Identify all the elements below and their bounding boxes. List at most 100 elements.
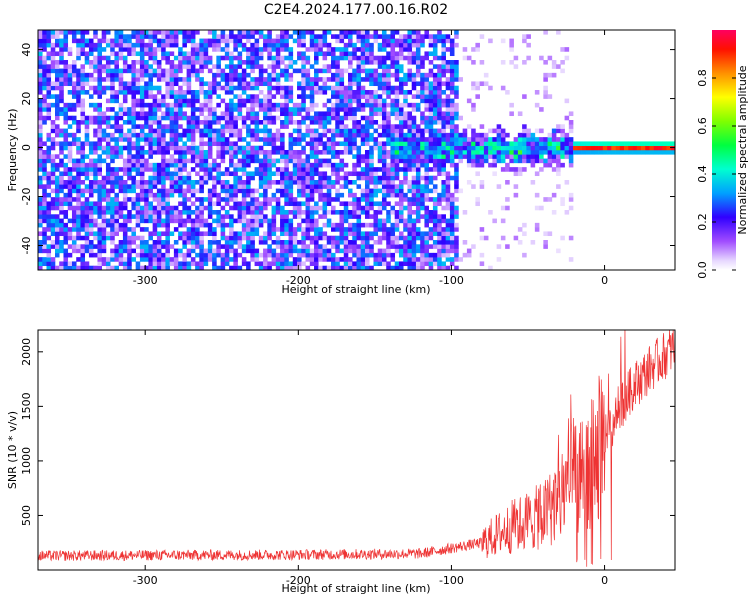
spectrogram-cell (449, 257, 455, 262)
spectrogram-cell (377, 154, 383, 159)
spectrogram-cell (144, 137, 149, 142)
spectrogram-cell (161, 141, 166, 147)
spectrogram-cell (207, 167, 213, 172)
spectrogram-cell (122, 81, 128, 87)
spectrogram-cell (220, 214, 226, 219)
spectrogram-cell (394, 132, 400, 138)
spectrogram-cell (390, 231, 396, 237)
spectrogram-cell (364, 30, 370, 35)
spectrogram-cell (190, 167, 196, 172)
spectrogram-cell (190, 111, 196, 117)
spectrogram-cell (88, 72, 94, 78)
spectrogram-cell (271, 137, 277, 142)
spectrogram-cell (322, 248, 328, 254)
spectrogram-cell (381, 55, 387, 61)
spectrogram-cell (139, 210, 145, 215)
spectrogram-cell (301, 210, 306, 215)
spectrogram-cell (144, 240, 149, 245)
spectrogram-cell (105, 107, 111, 112)
colorbar-tick-label: 0.6 (696, 117, 709, 135)
spectrogram-cell (386, 180, 391, 185)
spectrogram-cell (390, 205, 396, 211)
spectrogram-cell (364, 55, 370, 61)
spectrogram-cell (80, 85, 86, 91)
spectrogram-cell (475, 94, 480, 99)
spectrogram-cell (114, 218, 119, 224)
spectrogram-cell (46, 248, 52, 254)
spectrogram-cell (352, 162, 357, 168)
spectrogram-cell (415, 47, 421, 52)
spectrogram-cell (360, 47, 366, 52)
spectrogram-cell (398, 107, 404, 112)
spectrogram-cell (318, 192, 323, 198)
spectrogram-cell (636, 145, 642, 151)
spectrogram-cell (71, 222, 77, 228)
spectrogram-cell (331, 60, 336, 65)
spectrogram-cell (288, 201, 294, 207)
spectrogram-cell (59, 42, 64, 48)
spectrogram-cell (144, 90, 149, 95)
spectrogram-cell (339, 201, 345, 207)
spectrogram-cell (547, 150, 553, 155)
spectrogram-cell (178, 184, 183, 189)
spectrogram-cell (161, 145, 166, 151)
spectrogram-cell (526, 154, 531, 159)
spectrogram-cell (220, 77, 226, 82)
spectrogram-cell (186, 124, 192, 129)
spectrogram-cell (326, 107, 332, 112)
spectrogram-cell (101, 257, 107, 262)
spectrogram-cell (165, 257, 170, 262)
spectrogram-cell (424, 51, 429, 57)
spectrogram-cell (46, 55, 52, 61)
spectrogram-cell (322, 197, 328, 202)
spectrogram-cell (369, 150, 374, 155)
spectrogram-cell (360, 132, 366, 138)
spectrogram-cell (462, 154, 468, 159)
spectrogram-cell (301, 180, 306, 185)
spectrogram-cell (131, 64, 136, 69)
spectrogram-cell (356, 222, 362, 228)
spectrogram-cell (407, 141, 413, 147)
spectrogram-cell (190, 132, 196, 138)
spectrogram-cell (369, 51, 374, 57)
spectrogram-cell (348, 72, 353, 78)
spectrogram-cell (267, 235, 272, 241)
spectrogram-cell (411, 51, 417, 57)
spectrogram-cell (428, 141, 434, 147)
spectrogram-cell (152, 214, 158, 219)
spectrogram-cell (63, 162, 69, 168)
spectrogram-cell (224, 72, 230, 78)
spectrogram-cell (560, 60, 565, 65)
spectrogram-cell (415, 137, 421, 142)
spectrogram-cell (488, 38, 493, 44)
spectrogram-cell (224, 128, 230, 134)
spectrogram-cell (301, 115, 306, 121)
spectrogram-cell (373, 171, 379, 177)
spectrogram-cell (432, 77, 438, 82)
spectrogram-cell (105, 265, 111, 270)
spectrogram-cell (364, 205, 370, 211)
spectrogram-cell (271, 38, 277, 44)
spectrogram-cell (195, 98, 200, 104)
spectrogram-cell (326, 68, 332, 74)
spectrogram-cell (305, 257, 311, 262)
spectrogram-cell (394, 107, 400, 112)
spectrogram-cell (411, 184, 417, 189)
spectrogram-cell (556, 64, 561, 69)
spectrogram-cell (547, 141, 553, 147)
spectrogram-cell (411, 85, 417, 91)
spectrogram-cell (135, 115, 141, 121)
spectrogram-cell (254, 132, 260, 138)
spectrogram-cell (118, 137, 124, 142)
spectrogram-cell (437, 218, 442, 224)
spectrogram-cell (254, 158, 260, 164)
spectrogram-cell (152, 120, 158, 125)
spectrogram-cell (224, 120, 230, 125)
spectrogram-cell (309, 107, 315, 112)
spectrogram-cell (178, 124, 183, 129)
spectrogram-cell (398, 34, 404, 39)
spectrogram-cell (301, 51, 306, 57)
spectrogram-cell (199, 90, 204, 95)
spectrogram-cell (471, 162, 476, 168)
spectrogram-cell (314, 85, 319, 91)
